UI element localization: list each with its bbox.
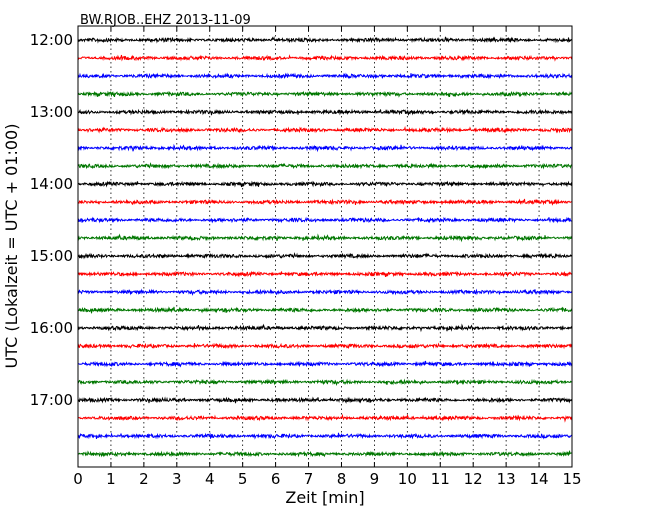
trace-1630 (77, 360, 573, 368)
trace-1315 (77, 125, 573, 134)
y-tick-label: 16:00 (30, 319, 73, 337)
trace-1430 (77, 216, 573, 224)
x-tick-label: 3 (172, 470, 182, 488)
trace-1745 (77, 450, 573, 458)
x-tick-label: 10 (398, 470, 417, 488)
y-tick-label: 15:00 (30, 247, 73, 265)
trace-1645 (77, 378, 573, 387)
trace-1730 (77, 432, 573, 440)
x-tick-label: 2 (139, 470, 149, 488)
trace-1615 (77, 342, 573, 350)
y-tick-label: 13:00 (30, 103, 73, 121)
x-tick-label: 0 (73, 470, 83, 488)
trace-layer (77, 35, 573, 458)
trace-1200 (77, 35, 573, 44)
x-tick-label: 14 (530, 470, 549, 488)
x-tick-label: 5 (238, 470, 248, 488)
y-tick-label: 12:00 (30, 31, 73, 49)
x-tick-label: 1 (106, 470, 116, 488)
x-tick-label: 9 (370, 470, 380, 488)
trace-1345 (77, 162, 573, 170)
x-tick-label: 7 (304, 470, 314, 488)
x-tick-label: 8 (337, 470, 347, 488)
x-tick-label: 11 (431, 470, 450, 488)
trace-1715 (77, 413, 573, 423)
trace-1330 (77, 143, 573, 153)
y-tick-label: 17:00 (30, 391, 73, 409)
trace-1230 (77, 72, 573, 80)
trace-1500 (77, 252, 573, 260)
tick-layer: 0 1 2 3 4 5 6 7 8 9 10 11 12 13 14 1512:0013:0014:0015:… (30, 26, 582, 488)
chart-title: BW.RJOB..EHZ 2013-11-09 (80, 13, 251, 28)
trace-1515 (77, 270, 573, 278)
y-axis-label: UTC (Lokalzeit = UTC + 01:00) (2, 124, 21, 369)
trace-1530 (77, 288, 573, 296)
trace-1300 (77, 108, 573, 116)
y-tick-label: 14:00 (30, 175, 73, 193)
trace-1400 (77, 180, 573, 188)
grid-layer (110, 26, 540, 467)
x-tick-label: 4 (205, 470, 215, 488)
x-tick-label: 13 (497, 470, 516, 488)
x-tick-label: 15 (562, 470, 581, 488)
x-tick-label: 6 (271, 470, 281, 488)
trace-1700 (77, 396, 573, 404)
trace-1215 (77, 54, 573, 62)
trace-1445 (77, 233, 573, 243)
trace-1545 (77, 306, 573, 314)
x-tick-label: 12 (464, 470, 483, 488)
trace-1415 (77, 198, 573, 206)
plot-frame (77, 25, 573, 468)
trace-1245 (77, 90, 573, 98)
x-axis-label: Zeit [min] (285, 488, 364, 507)
trace-1600 (77, 323, 573, 333)
